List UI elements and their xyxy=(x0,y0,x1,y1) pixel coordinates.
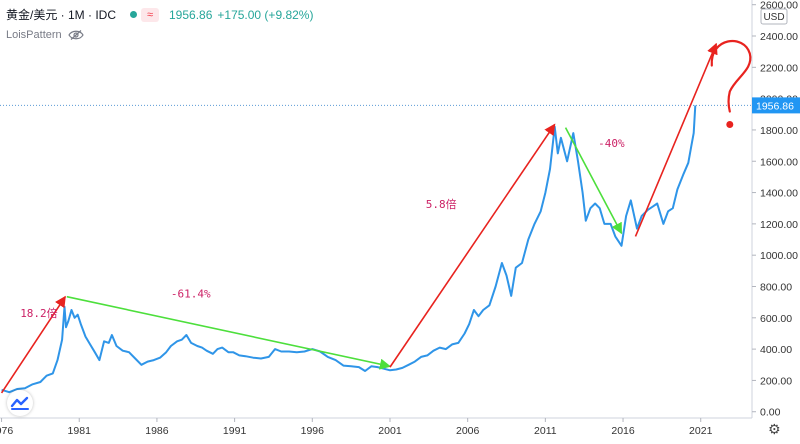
x-tick-label: 1981 xyxy=(68,425,92,437)
change-annotation-label: 5.8倍 xyxy=(426,197,457,211)
change-annotation-label: -40% xyxy=(598,137,625,150)
eye-off-icon[interactable] xyxy=(67,30,84,40)
svg-text:USD: USD xyxy=(763,12,784,23)
y-tick-label: 1600.00 xyxy=(760,156,798,168)
x-tick-label: 1976 xyxy=(0,425,13,437)
y-tick-label: 600.00 xyxy=(760,313,792,325)
y-tick-label: 200.00 xyxy=(760,375,792,387)
svg-text:1956.86: 1956.86 xyxy=(756,100,794,112)
symbol-title[interactable]: 黄金/美元 · 1M · IDC xyxy=(6,8,116,22)
y-tick-label: 400.00 xyxy=(760,344,792,356)
y-tick-label: 2200.00 xyxy=(760,62,798,74)
svg-text:?: ? xyxy=(732,94,733,96)
x-tick-label: 2016 xyxy=(611,425,635,437)
change-annotation-label: 18.2倍 xyxy=(20,306,58,320)
gear-icon[interactable]: ⚙ xyxy=(768,421,781,437)
red-trend-arrow xyxy=(0,295,66,394)
indicator-name[interactable]: LoisPattern xyxy=(6,29,62,41)
x-tick-label: 2021 xyxy=(689,425,713,437)
data-type-badge[interactable]: ≈ xyxy=(141,7,159,22)
question-mark-annotation: ? xyxy=(710,39,752,128)
y-tick-label: 2400.00 xyxy=(760,31,798,43)
x-tick-label: 2006 xyxy=(456,425,480,437)
y-tick-label: 1800.00 xyxy=(760,125,798,137)
change-annotation-label: -61.4% xyxy=(171,287,211,300)
price-series-line xyxy=(1,105,697,394)
x-tick-label: 1996 xyxy=(301,425,325,437)
green-trend-arrow xyxy=(66,295,392,370)
green-trend-arrow xyxy=(564,127,623,235)
x-tick-label: 1986 xyxy=(145,425,169,437)
y-tick-label: 1200.00 xyxy=(760,219,798,231)
chart-header: 黄金/美元 · 1M · IDC ≈ 1956.86 +175.00 (+9.8… xyxy=(6,6,313,23)
y-tick-label: 800.00 xyxy=(760,281,792,293)
red-trend-arrow xyxy=(634,42,718,237)
x-tick-label: 2011 xyxy=(534,425,557,437)
x-tick-label: 2001 xyxy=(378,425,402,437)
last-price: 1956.86 xyxy=(169,7,213,22)
indicator-legend[interactable]: LoisPattern xyxy=(6,29,84,41)
red-trend-arrow xyxy=(389,123,556,368)
market-status-dot xyxy=(130,11,137,18)
price-change: +175.00 (+9.82%) xyxy=(217,7,314,22)
currency-unit-box[interactable]: USD xyxy=(760,8,788,25)
current-price-label: 1956.86 xyxy=(752,97,800,114)
y-tick-label: 0.00 xyxy=(760,407,781,419)
y-tick-label: 1400.00 xyxy=(760,188,798,200)
y-tick-label: 2600.00 xyxy=(760,0,798,12)
y-tick-label: 1000.00 xyxy=(760,250,798,262)
tradingview-logo-icon[interactable] xyxy=(7,390,33,416)
x-tick-label: 1991 xyxy=(223,425,247,437)
